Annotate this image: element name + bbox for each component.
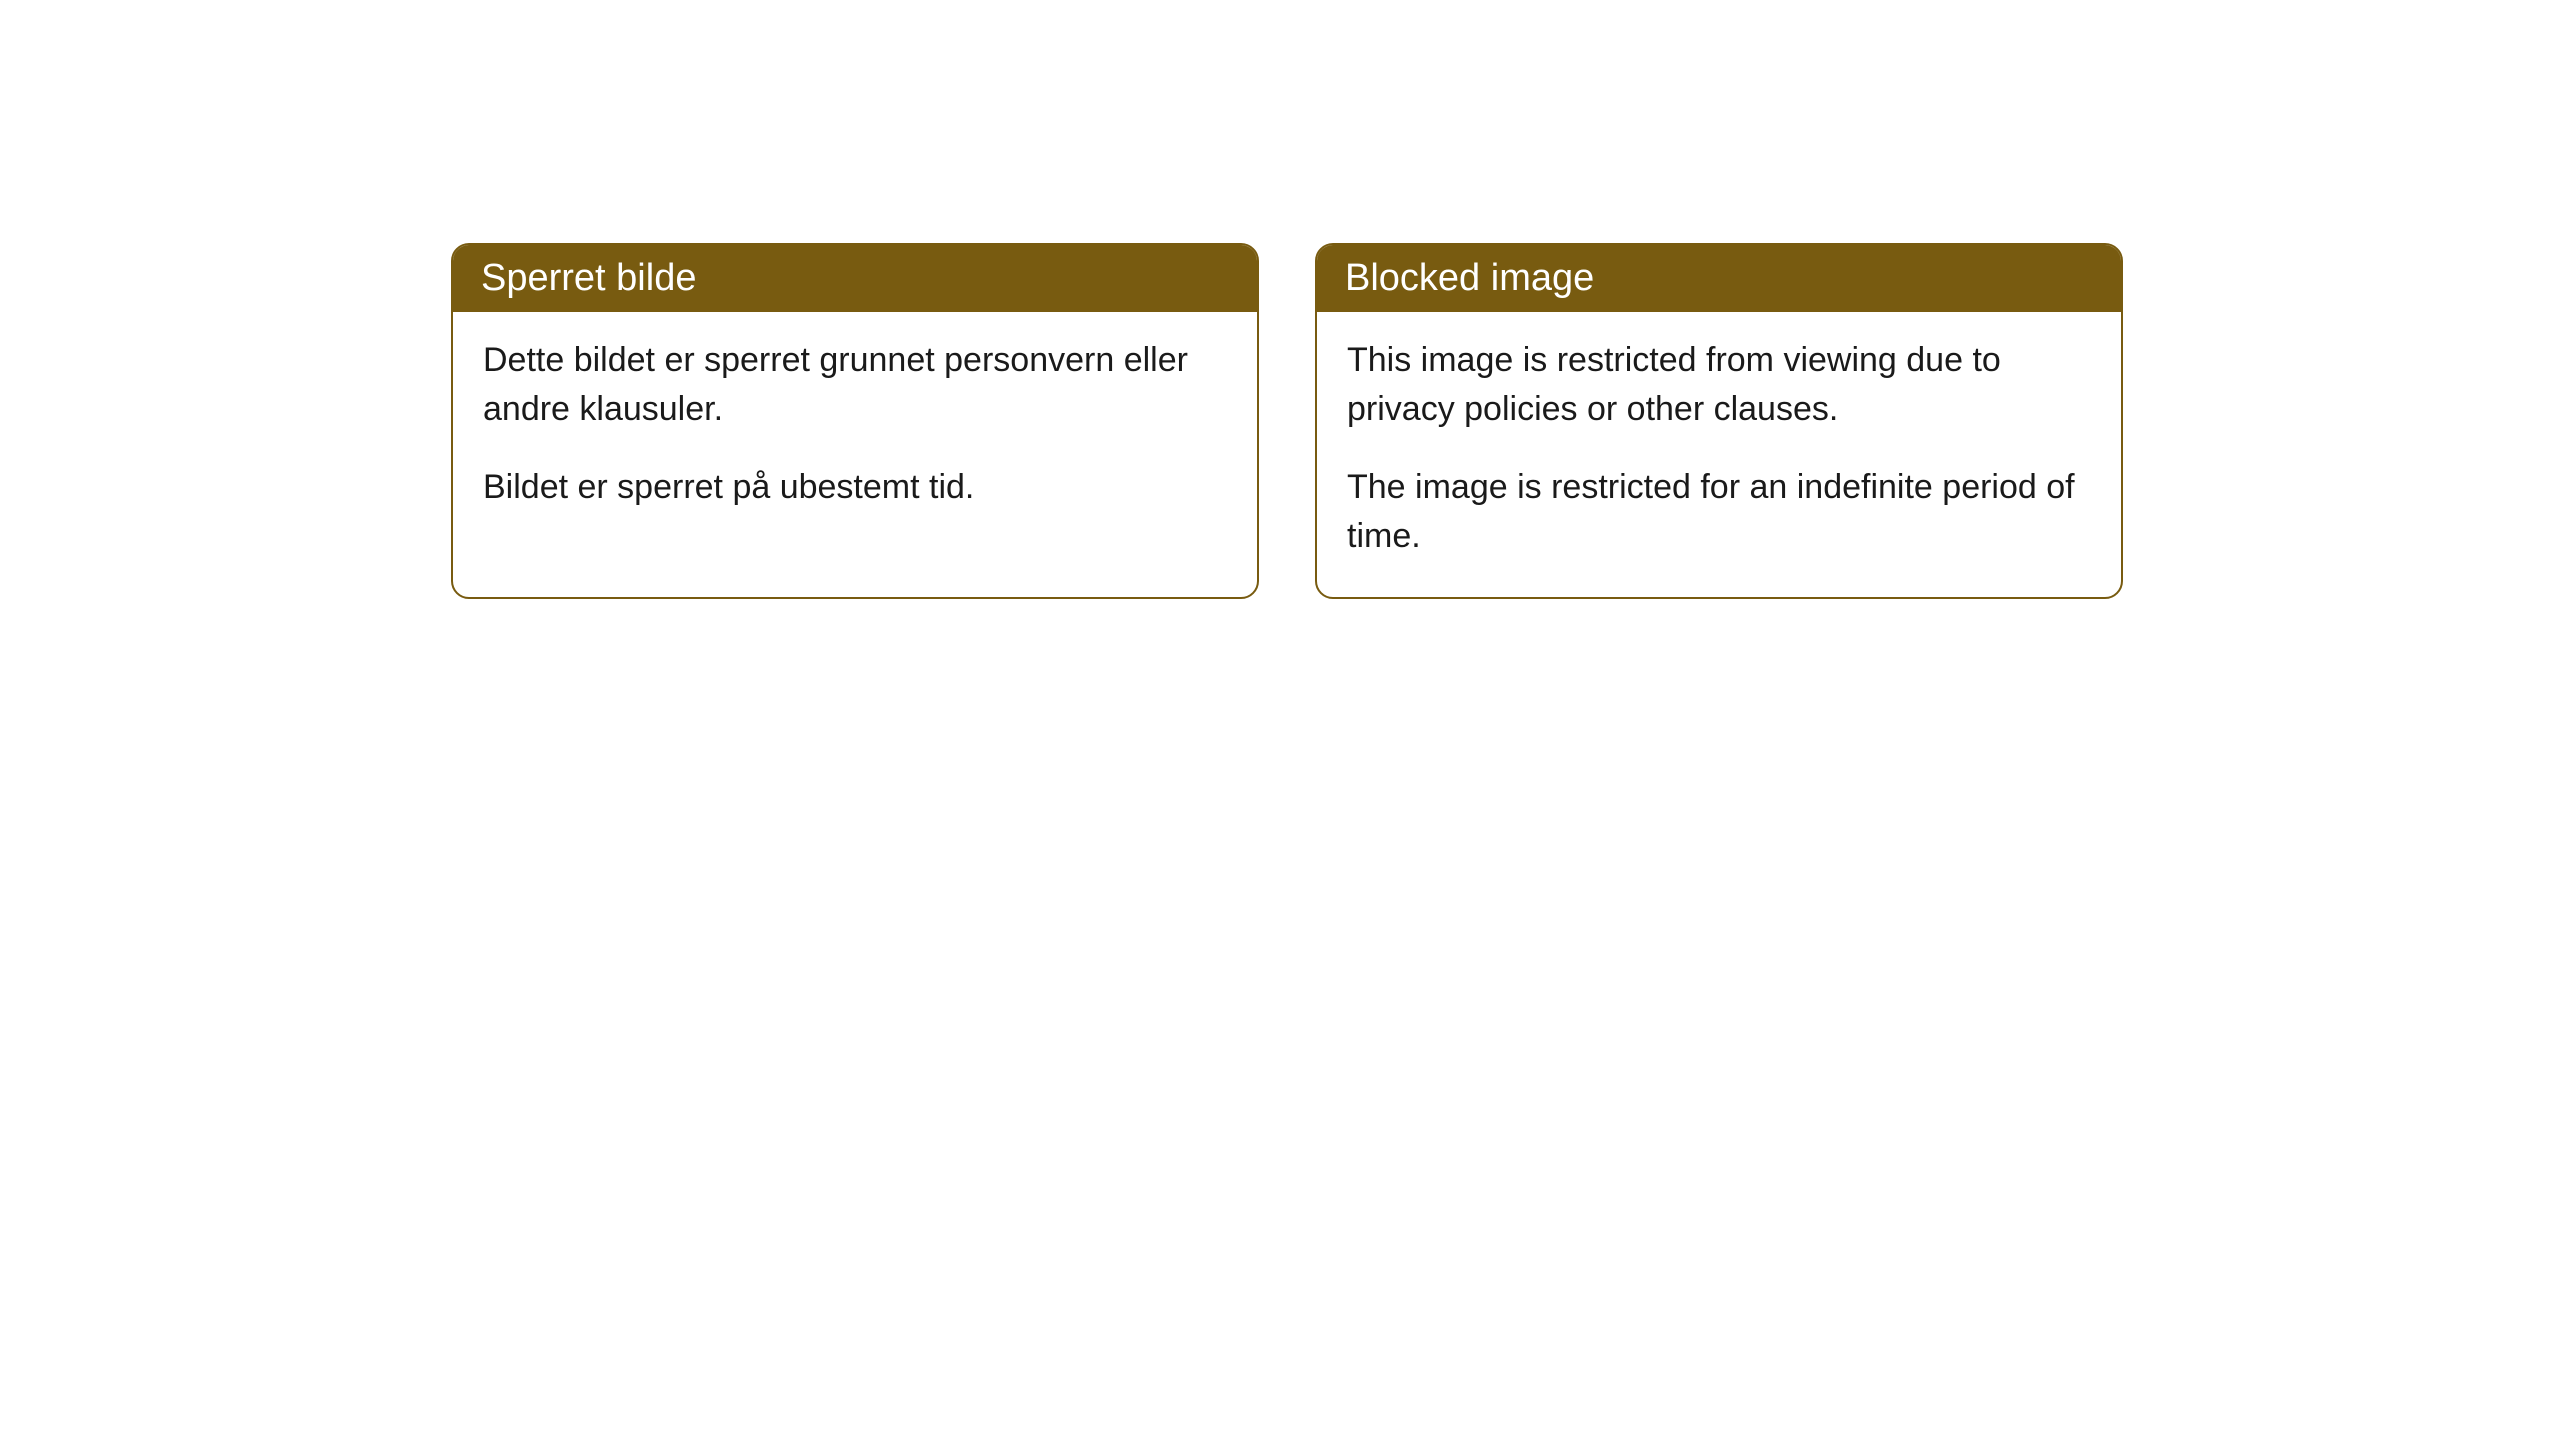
card-paragraph: Dette bildet er sperret grunnet personve… <box>483 336 1227 435</box>
card-paragraph: The image is restricted for an indefinit… <box>1347 463 2091 562</box>
card-title: Blocked image <box>1345 257 1594 299</box>
card-body: Dette bildet er sperret grunnet personve… <box>453 312 1257 548</box>
card-title: Sperret bilde <box>481 257 696 299</box>
card-paragraph: Bildet er sperret på ubestemt tid. <box>483 463 1227 512</box>
card-header: Blocked image <box>1317 245 2121 312</box>
notice-cards-container: Sperret bilde Dette bildet er sperret gr… <box>0 0 2560 599</box>
card-body: This image is restricted from viewing du… <box>1317 312 2121 597</box>
notice-card-english: Blocked image This image is restricted f… <box>1315 243 2123 599</box>
card-header: Sperret bilde <box>453 245 1257 312</box>
card-paragraph: This image is restricted from viewing du… <box>1347 336 2091 435</box>
notice-card-norwegian: Sperret bilde Dette bildet er sperret gr… <box>451 243 1259 599</box>
